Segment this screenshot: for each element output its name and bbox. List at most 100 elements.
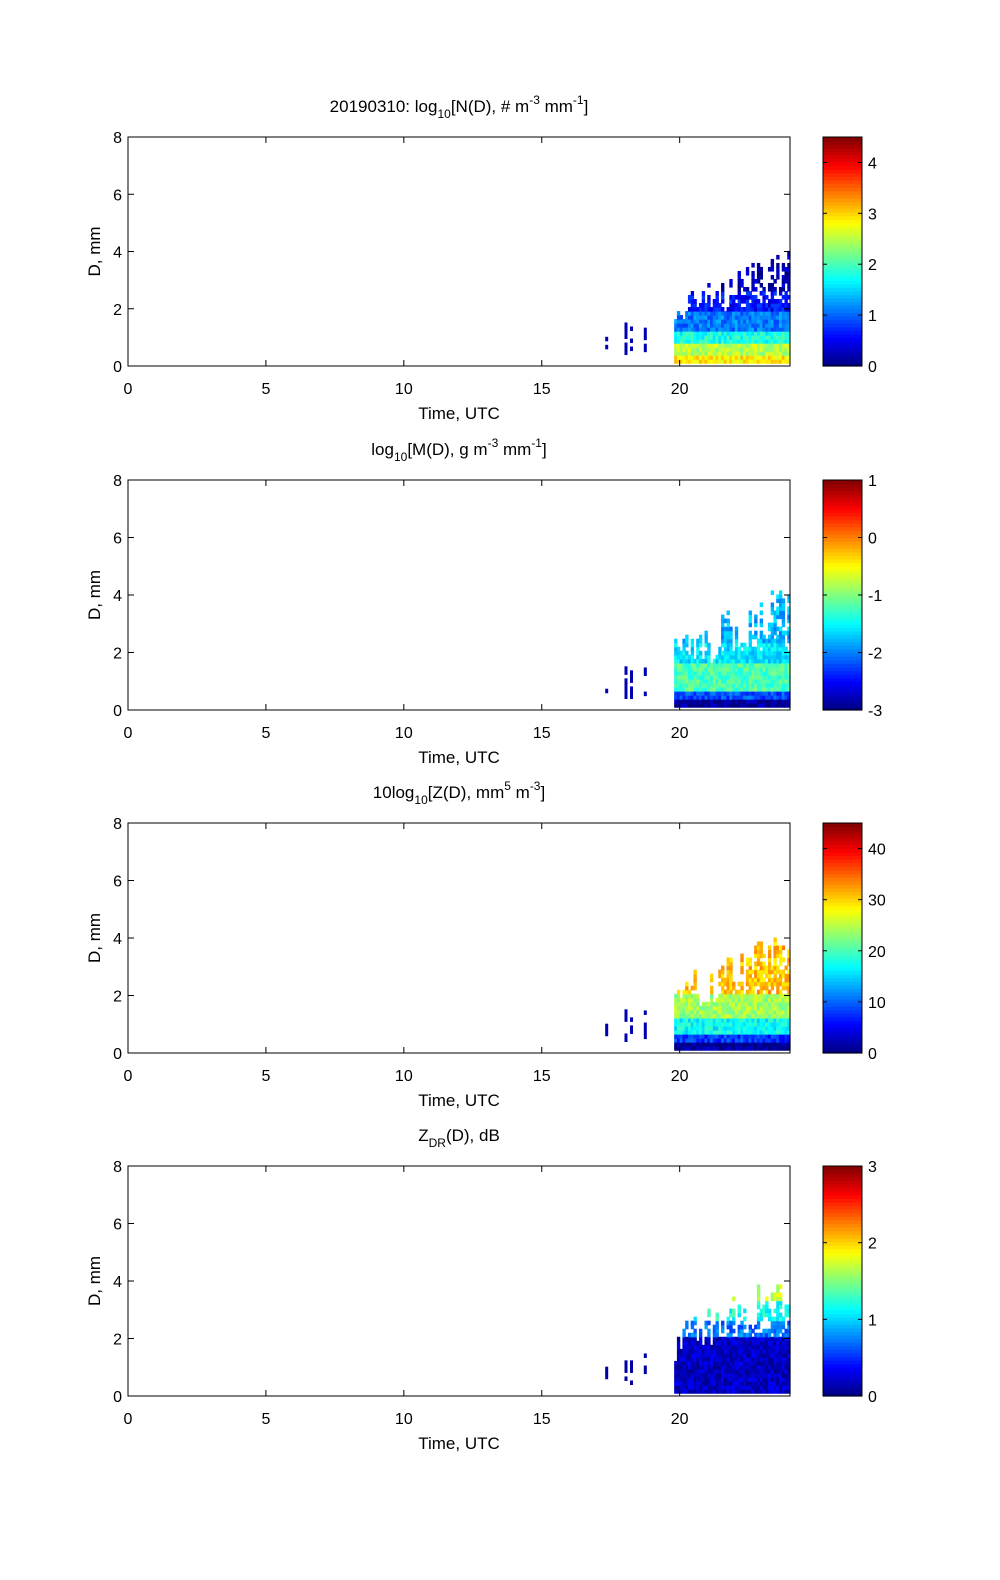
heatmap-cell (759, 687, 764, 692)
heatmap-cell (693, 339, 697, 344)
heatmap-cell (734, 1385, 739, 1390)
heatmap-cell (674, 335, 678, 340)
heatmap-cell (707, 1320, 711, 1326)
heatmap-cell (723, 1001, 728, 1007)
heatmap-cell (773, 351, 777, 356)
heatmap-cell (729, 678, 733, 684)
heatmap-cell (624, 670, 628, 675)
heatmap-cell (770, 997, 775, 1003)
colorbar-segment (823, 681, 862, 686)
heatmap-cell (690, 1364, 695, 1370)
heatmap-cell (762, 1042, 766, 1047)
heatmap-cell (712, 1025, 717, 1031)
heatmap-cell (756, 646, 761, 652)
heatmap-cell (679, 674, 684, 680)
heatmap-cell (776, 1308, 780, 1314)
heatmap-cell (781, 311, 786, 316)
heatmap-cell (693, 315, 697, 320)
colorbar-segment (823, 559, 862, 564)
heatmap-cell (776, 1017, 780, 1023)
heatmap-cell (743, 682, 747, 688)
heatmap-cell (726, 610, 730, 616)
heatmap-cell (745, 695, 750, 700)
heatmap-cell (718, 347, 722, 352)
heatmap-cell (751, 359, 755, 364)
heatmap-cell (674, 1377, 678, 1382)
heatmap-cell (682, 670, 686, 676)
colorbar-segment (823, 1277, 862, 1282)
heatmap-cell (773, 977, 777, 983)
heatmap-cell (726, 650, 730, 656)
heatmap-cell (715, 687, 719, 692)
x-axis-label: Time, UTC (418, 404, 500, 423)
heatmap-cell (701, 1005, 706, 1011)
heatmap-cell (674, 687, 678, 692)
heatmap-cell (740, 1332, 744, 1338)
heatmap-cell (770, 1296, 775, 1302)
heatmap-cell (715, 1332, 719, 1338)
heatmap-cell (734, 343, 739, 348)
heatmap-cell (715, 311, 719, 316)
heatmap-cell (787, 1348, 791, 1354)
colorbar-segment (823, 190, 862, 195)
heatmap-cell (690, 315, 695, 320)
heatmap-cell (693, 993, 697, 999)
heatmap-cell (781, 670, 786, 676)
heatmap-cell (778, 351, 783, 356)
heatmap-cell (762, 1381, 766, 1386)
colorbar-segment (823, 656, 862, 661)
y-tick-label: 6 (113, 531, 122, 548)
colorbar-segment (823, 226, 862, 231)
heatmap-cell (710, 319, 714, 324)
heatmap-cell (712, 1038, 717, 1043)
heatmap-cell (693, 1389, 697, 1394)
heatmap-cell (679, 331, 684, 336)
heatmap-cell (781, 1316, 786, 1322)
heatmap-cell (676, 699, 681, 704)
heatmap-cell (743, 311, 747, 316)
heatmap-cell (767, 323, 772, 328)
heatmap-cell (676, 658, 681, 664)
heatmap-cell (718, 1042, 722, 1047)
heatmap-cell (762, 303, 766, 308)
heatmap-cell (701, 1034, 706, 1039)
heatmap-cell (765, 1046, 769, 1051)
heatmap-cell (743, 1332, 747, 1338)
heatmap-cell (690, 687, 695, 692)
heatmap-cell (726, 1344, 730, 1350)
heatmap-cell (765, 311, 769, 316)
heatmap-cell (773, 1013, 777, 1019)
heatmap-cell (756, 1046, 761, 1051)
heatmap-cell (698, 1336, 703, 1342)
heatmap-cell (787, 1344, 791, 1350)
heatmap-cell (712, 682, 717, 688)
colorbar-segment (823, 862, 862, 867)
heatmap-cell (759, 977, 764, 983)
heatmap-cell (767, 1385, 772, 1390)
heatmap-cell (696, 355, 700, 360)
heatmap-cell (723, 993, 728, 999)
heatmap-cell (690, 1324, 695, 1330)
heatmap-cell (676, 666, 681, 672)
heatmap-cell (721, 351, 725, 356)
colorbar-segment (823, 826, 862, 831)
heatmap-cell (698, 1025, 703, 1031)
heatmap-cell (737, 1013, 741, 1019)
heatmap-cell (773, 674, 777, 680)
heatmap-cell (704, 691, 708, 696)
heatmap-cell (743, 703, 747, 708)
colorbar-segment (823, 1230, 862, 1235)
heatmap-cell (687, 295, 692, 300)
heatmap-cell (765, 1021, 769, 1027)
heatmap-cell (787, 989, 791, 995)
colorbar-segment (823, 963, 862, 968)
heatmap-cell (778, 993, 783, 999)
heatmap-cell (784, 299, 788, 304)
heatmap-cell (765, 1300, 769, 1306)
heatmap-cell (751, 351, 755, 356)
colorbar-segment (823, 840, 862, 846)
heatmap-cell (765, 695, 769, 700)
heatmap-cell (734, 630, 739, 636)
heatmap-cell (776, 270, 780, 276)
heatmap-cell (787, 331, 791, 336)
